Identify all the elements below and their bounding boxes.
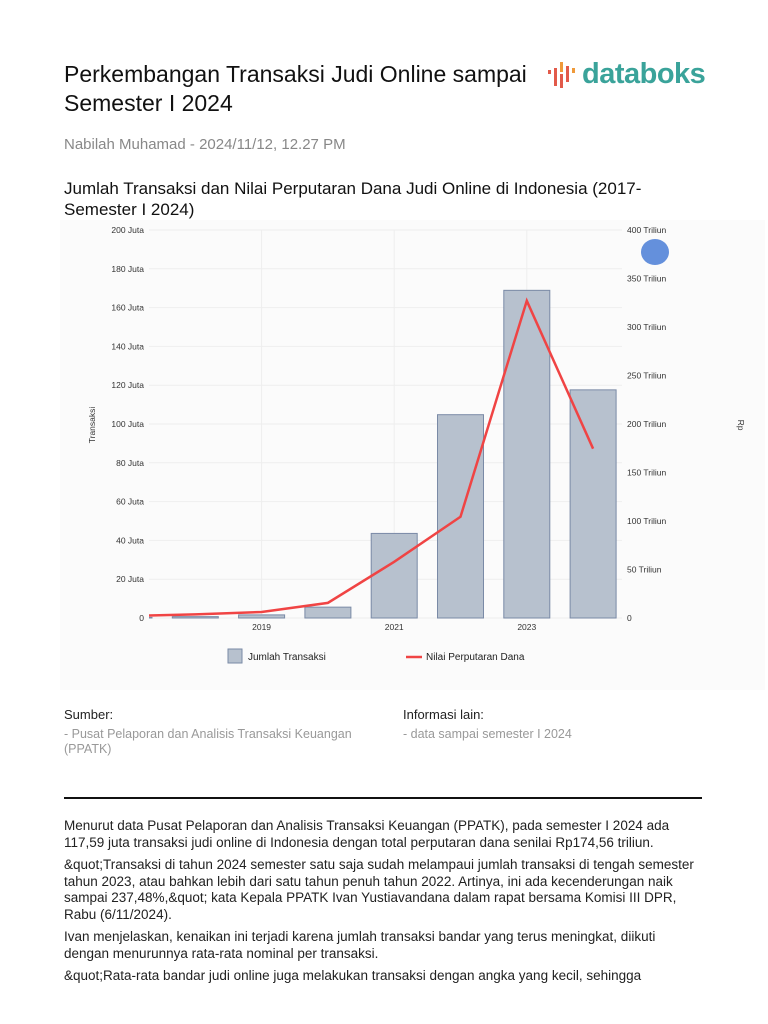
y-left-tick-label: 140 Juta <box>111 341 144 351</box>
bar-2021 <box>370 532 418 619</box>
legend-label: Jumlah Transaksi <box>248 652 326 663</box>
y-right-tick-label: 350 Triliun <box>627 274 666 284</box>
y-left-tick-label: 180 Juta <box>111 264 144 274</box>
source-label: Sumber: <box>64 707 114 722</box>
bar-2017 <box>149 616 153 619</box>
y-left-tick-label: 160 Juta <box>111 303 144 313</box>
y-right-tick-label: 100 Triliun <box>627 516 666 526</box>
info-label: Informasi lain: <box>403 707 484 722</box>
y-right-axis-label: Rp <box>736 420 746 431</box>
bar-2019 <box>238 614 286 619</box>
y-left-tick-label: 120 Juta <box>111 380 144 390</box>
bar-2024 <box>569 389 617 619</box>
y-left-tick-label: 20 Juta <box>116 574 144 584</box>
logo-bars-icon <box>548 61 575 88</box>
y-right-tick-label: 400 Triliun <box>627 225 666 235</box>
x-tick-label: 2019 <box>252 622 271 632</box>
source-value: - Pusat Pelaporan dan Analisis Transaksi… <box>64 727 352 756</box>
logo-text: databoks <box>582 58 706 90</box>
line-series <box>149 297 595 617</box>
y-left-tick-label: 200 Juta <box>111 225 144 235</box>
y-left-tick-label: 100 Juta <box>111 419 144 429</box>
y-left-tick-label: 0 <box>139 613 144 623</box>
article-paragraph: Ivan menjelaskan, kenaikan ini terjadi k… <box>64 929 656 961</box>
bar-2018 <box>171 616 219 619</box>
byline: Nabilah Muhamad - 2024/11/12, 12.27 PM <box>64 136 346 153</box>
article-paragraph: &quot;Rata-rata bandar judi online juga … <box>64 968 642 983</box>
info-value: - data sampai semester I 2024 <box>403 727 572 741</box>
article-paragraph: Menurut data Pusat Pelaporan dan Analisi… <box>64 818 670 850</box>
y-right-tick-label: 0 <box>627 613 632 623</box>
bar-2023 <box>503 289 551 619</box>
toggle-button-icon <box>641 239 669 265</box>
x-tick-label: 2023 <box>517 622 536 632</box>
chart: 0 20 Juta 40 Juta 60 Juta 80 Juta 100 Juta 120… <box>60 220 765 690</box>
y-right-tick-label: 300 Triliun <box>627 322 666 332</box>
article-body: Menurut data Pusat Pelaporan dan Analisi… <box>64 818 704 991</box>
y-left-tick-label: 80 Juta <box>116 458 144 468</box>
y-left-tick-label: 60 Juta <box>116 497 144 507</box>
y-right-tick-label: 150 Triliun <box>627 468 666 478</box>
y-right-tick-label: 200 Triliun <box>627 419 666 429</box>
bar-2020 <box>304 606 352 619</box>
article-paragraph: &quot;Transaksi di tahun 2024 semester s… <box>64 857 694 922</box>
chart-title: Jumlah Transaksi dan Nilai Perputaran Da… <box>64 179 642 219</box>
legend-bar-swatch <box>227 648 243 664</box>
chart-svg: 0 20 Juta 40 Juta 60 Juta 80 Juta 100 Juta 120… <box>87 225 746 664</box>
divider <box>64 797 702 799</box>
databoks-logo[interactable]: databoks <box>548 58 706 91</box>
x-tick-label: 2021 <box>385 622 404 632</box>
y-right-tick-label: 50 Triliun <box>627 565 662 575</box>
y-right-tick-label: 250 Triliun <box>627 371 666 381</box>
page-title: Perkembangan Transaksi Judi Online sampa… <box>64 61 527 116</box>
y-left-tick-label: 40 Juta <box>116 535 144 545</box>
legend-label: Nilai Perputaran Dana <box>426 652 525 663</box>
y-left-axis-label: Transaksi <box>87 407 97 444</box>
